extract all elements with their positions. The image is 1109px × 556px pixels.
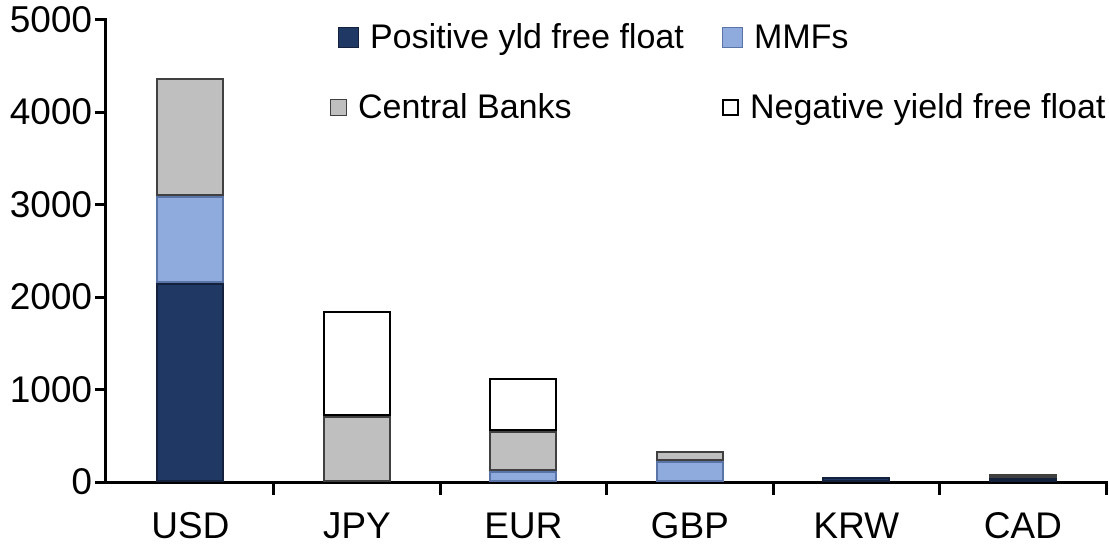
x-tick [1104, 481, 1108, 495]
legend-swatch-central-banks-icon [330, 98, 347, 116]
legend-label-mmfs: MMFs [754, 18, 849, 56]
legend-swatch-mmfs-icon [722, 26, 743, 48]
y-tick [95, 388, 107, 391]
bar-segment [822, 477, 891, 482]
legend-item-negative-yield-free-float: Negative yield free float [722, 88, 1105, 126]
y-tick-label: 3000 [9, 183, 92, 225]
x-tick [938, 481, 941, 495]
legend-label-positive: Positive yld free float [370, 18, 684, 56]
y-tick [95, 203, 107, 206]
bar-segment [489, 431, 558, 471]
bar-segment [988, 478, 1057, 483]
legend-item-central-banks: Central Banks [330, 88, 572, 126]
x-axis-label: CAD [983, 505, 1062, 546]
legend-label-negative: Negative yield free float [750, 88, 1106, 126]
x-axis [95, 481, 1107, 484]
x-axis-label: USD [151, 505, 230, 546]
y-tick-label: 4000 [9, 91, 92, 132]
x-tick [272, 481, 275, 495]
y-tick-label: 2000 [9, 276, 92, 317]
bar-segment [322, 310, 391, 417]
legend-item-mmfs: MMFs [722, 18, 848, 56]
bar-segment [156, 283, 225, 482]
bar-segment [655, 450, 724, 462]
x-axis-label: GBP [650, 505, 729, 546]
y-tick-label: 0 [71, 461, 92, 502]
x-tick [771, 481, 775, 495]
bar-segment [156, 77, 225, 197]
y-tick [95, 110, 107, 114]
y-tick [95, 480, 107, 484]
y-tick-label: 5000 [9, 0, 92, 40]
legend-swatch-positive-icon [338, 26, 359, 48]
bar-segment [489, 378, 558, 432]
x-axis-label: JPY [322, 505, 391, 546]
bar-segment [655, 461, 724, 482]
legend-item-positive-yld-free-float: Positive yld free float [338, 18, 684, 56]
x-tick [605, 481, 608, 495]
x-axis-label: EUR [484, 505, 563, 546]
bar-segment [988, 474, 1057, 479]
legend-label-central-banks: Central Banks [358, 88, 572, 126]
y-tick [95, 18, 107, 21]
y-tick-label: 1000 [9, 368, 92, 410]
x-axis-label: KRW [813, 505, 900, 546]
y-tick [95, 295, 107, 299]
bar-segment [489, 470, 558, 482]
x-tick [438, 481, 442, 495]
bar-segment [322, 416, 391, 482]
legend-swatch-negative-icon [722, 98, 739, 116]
y-axis [104, 18, 107, 484]
bar-segment [156, 196, 225, 284]
